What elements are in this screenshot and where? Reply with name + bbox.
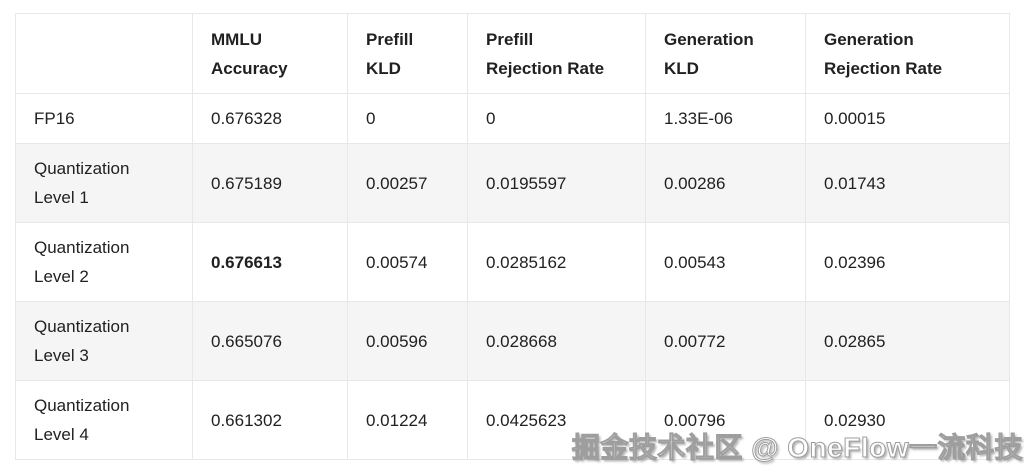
cell-generation-kld: 1.33E-06 — [645, 93, 806, 144]
column-header-prefill-kld: Prefill KLD — [347, 13, 468, 94]
header-row: MMLU Accuracy Prefill KLD Prefill Reject… — [15, 13, 1010, 94]
row-label: Quantization Level 2 — [15, 222, 193, 302]
quantization-metrics-table: MMLU Accuracy Prefill KLD Prefill Reject… — [15, 13, 1010, 460]
cell-mmlu-accuracy-best: 0.676613 — [192, 222, 348, 302]
header-line: Generation — [664, 29, 754, 49]
cell-mmlu-accuracy: 0.661302 — [192, 380, 348, 460]
header-line: KLD — [366, 58, 401, 78]
row-label: Quantization Level 1 — [15, 143, 193, 223]
cell-prefill-rejection-rate: 0.0195597 — [467, 143, 646, 223]
cell-prefill-kld: 0.01224 — [347, 380, 468, 460]
cell-prefill-kld: 0.00574 — [347, 222, 468, 302]
table-row-quant-level-2: Quantization Level 2 0.676613 0.00574 0.… — [15, 222, 1010, 302]
header-line: Prefill — [486, 29, 534, 49]
table-row-quant-level-1: Quantization Level 1 0.675189 0.00257 0.… — [15, 143, 1010, 223]
cell-mmlu-accuracy: 0.676328 — [192, 93, 348, 144]
header-line: KLD — [664, 58, 699, 78]
column-header-generation-rejection-rate: Generation Rejection Rate — [805, 13, 1010, 94]
watermark-text: 掘金技术社区 @ OneFlow一流科技 — [571, 432, 1023, 464]
row-label: Quantization Level 4 — [15, 380, 193, 460]
cell-generation-rejection-rate: 0.00015 — [805, 93, 1010, 144]
header-line: Generation — [824, 29, 914, 49]
cell-generation-kld: 0.00286 — [645, 143, 806, 223]
cell-generation-rejection-rate: 0.02396 — [805, 222, 1010, 302]
header-line: Prefill — [366, 29, 414, 49]
cell-prefill-rejection-rate: 0.028668 — [467, 301, 646, 381]
cell-prefill-kld: 0 — [347, 93, 468, 144]
table-row-fp16: FP16 0.676328 0 0 1.33E-06 0.00015 — [15, 93, 1010, 144]
cell-prefill-kld: 0.00257 — [347, 143, 468, 223]
table-header: MMLU Accuracy Prefill KLD Prefill Reject… — [15, 13, 1010, 94]
column-header-prefill-rejection-rate: Prefill Rejection Rate — [467, 13, 646, 94]
column-header-generation-kld: Generation KLD — [645, 13, 806, 94]
cell-prefill-rejection-rate: 0.0425623 — [467, 380, 646, 460]
cell-mmlu-accuracy: 0.665076 — [192, 301, 348, 381]
cell-generation-kld: 0.00543 — [645, 222, 806, 302]
header-line: Rejection Rate — [486, 58, 605, 78]
table-body: FP16 0.676328 0 0 1.33E-06 0.00015 Quant… — [15, 93, 1010, 460]
cell-generation-rejection-rate: 0.02865 — [805, 301, 1010, 381]
cell-generation-kld: 0.00796 — [645, 380, 806, 460]
column-header-empty — [15, 13, 193, 94]
cell-prefill-rejection-rate: 0.0285162 — [467, 222, 646, 302]
cell-prefill-kld: 0.00596 — [347, 301, 468, 381]
cell-generation-kld: 0.00772 — [645, 301, 806, 381]
row-label: Quantization Level 3 — [15, 301, 193, 381]
table-row-quant-level-4: Quantization Level 4 0.661302 0.01224 0.… — [15, 380, 1010, 460]
quantization-metrics-table-container: MMLU Accuracy Prefill KLD Prefill Reject… — [15, 13, 1010, 460]
table-row-quant-level-3: Quantization Level 3 0.665076 0.00596 0.… — [15, 301, 1010, 381]
row-label: FP16 — [15, 93, 193, 144]
header-line: Accuracy — [211, 58, 288, 78]
cell-prefill-rejection-rate: 0 — [467, 93, 646, 144]
header-line: MMLU — [211, 29, 262, 49]
cell-generation-rejection-rate: 0.01743 — [805, 143, 1010, 223]
column-header-mmlu-accuracy: MMLU Accuracy — [192, 13, 348, 94]
cell-generation-rejection-rate: 0.02930 — [805, 380, 1010, 460]
header-line: Rejection Rate — [824, 58, 943, 78]
cell-mmlu-accuracy: 0.675189 — [192, 143, 348, 223]
